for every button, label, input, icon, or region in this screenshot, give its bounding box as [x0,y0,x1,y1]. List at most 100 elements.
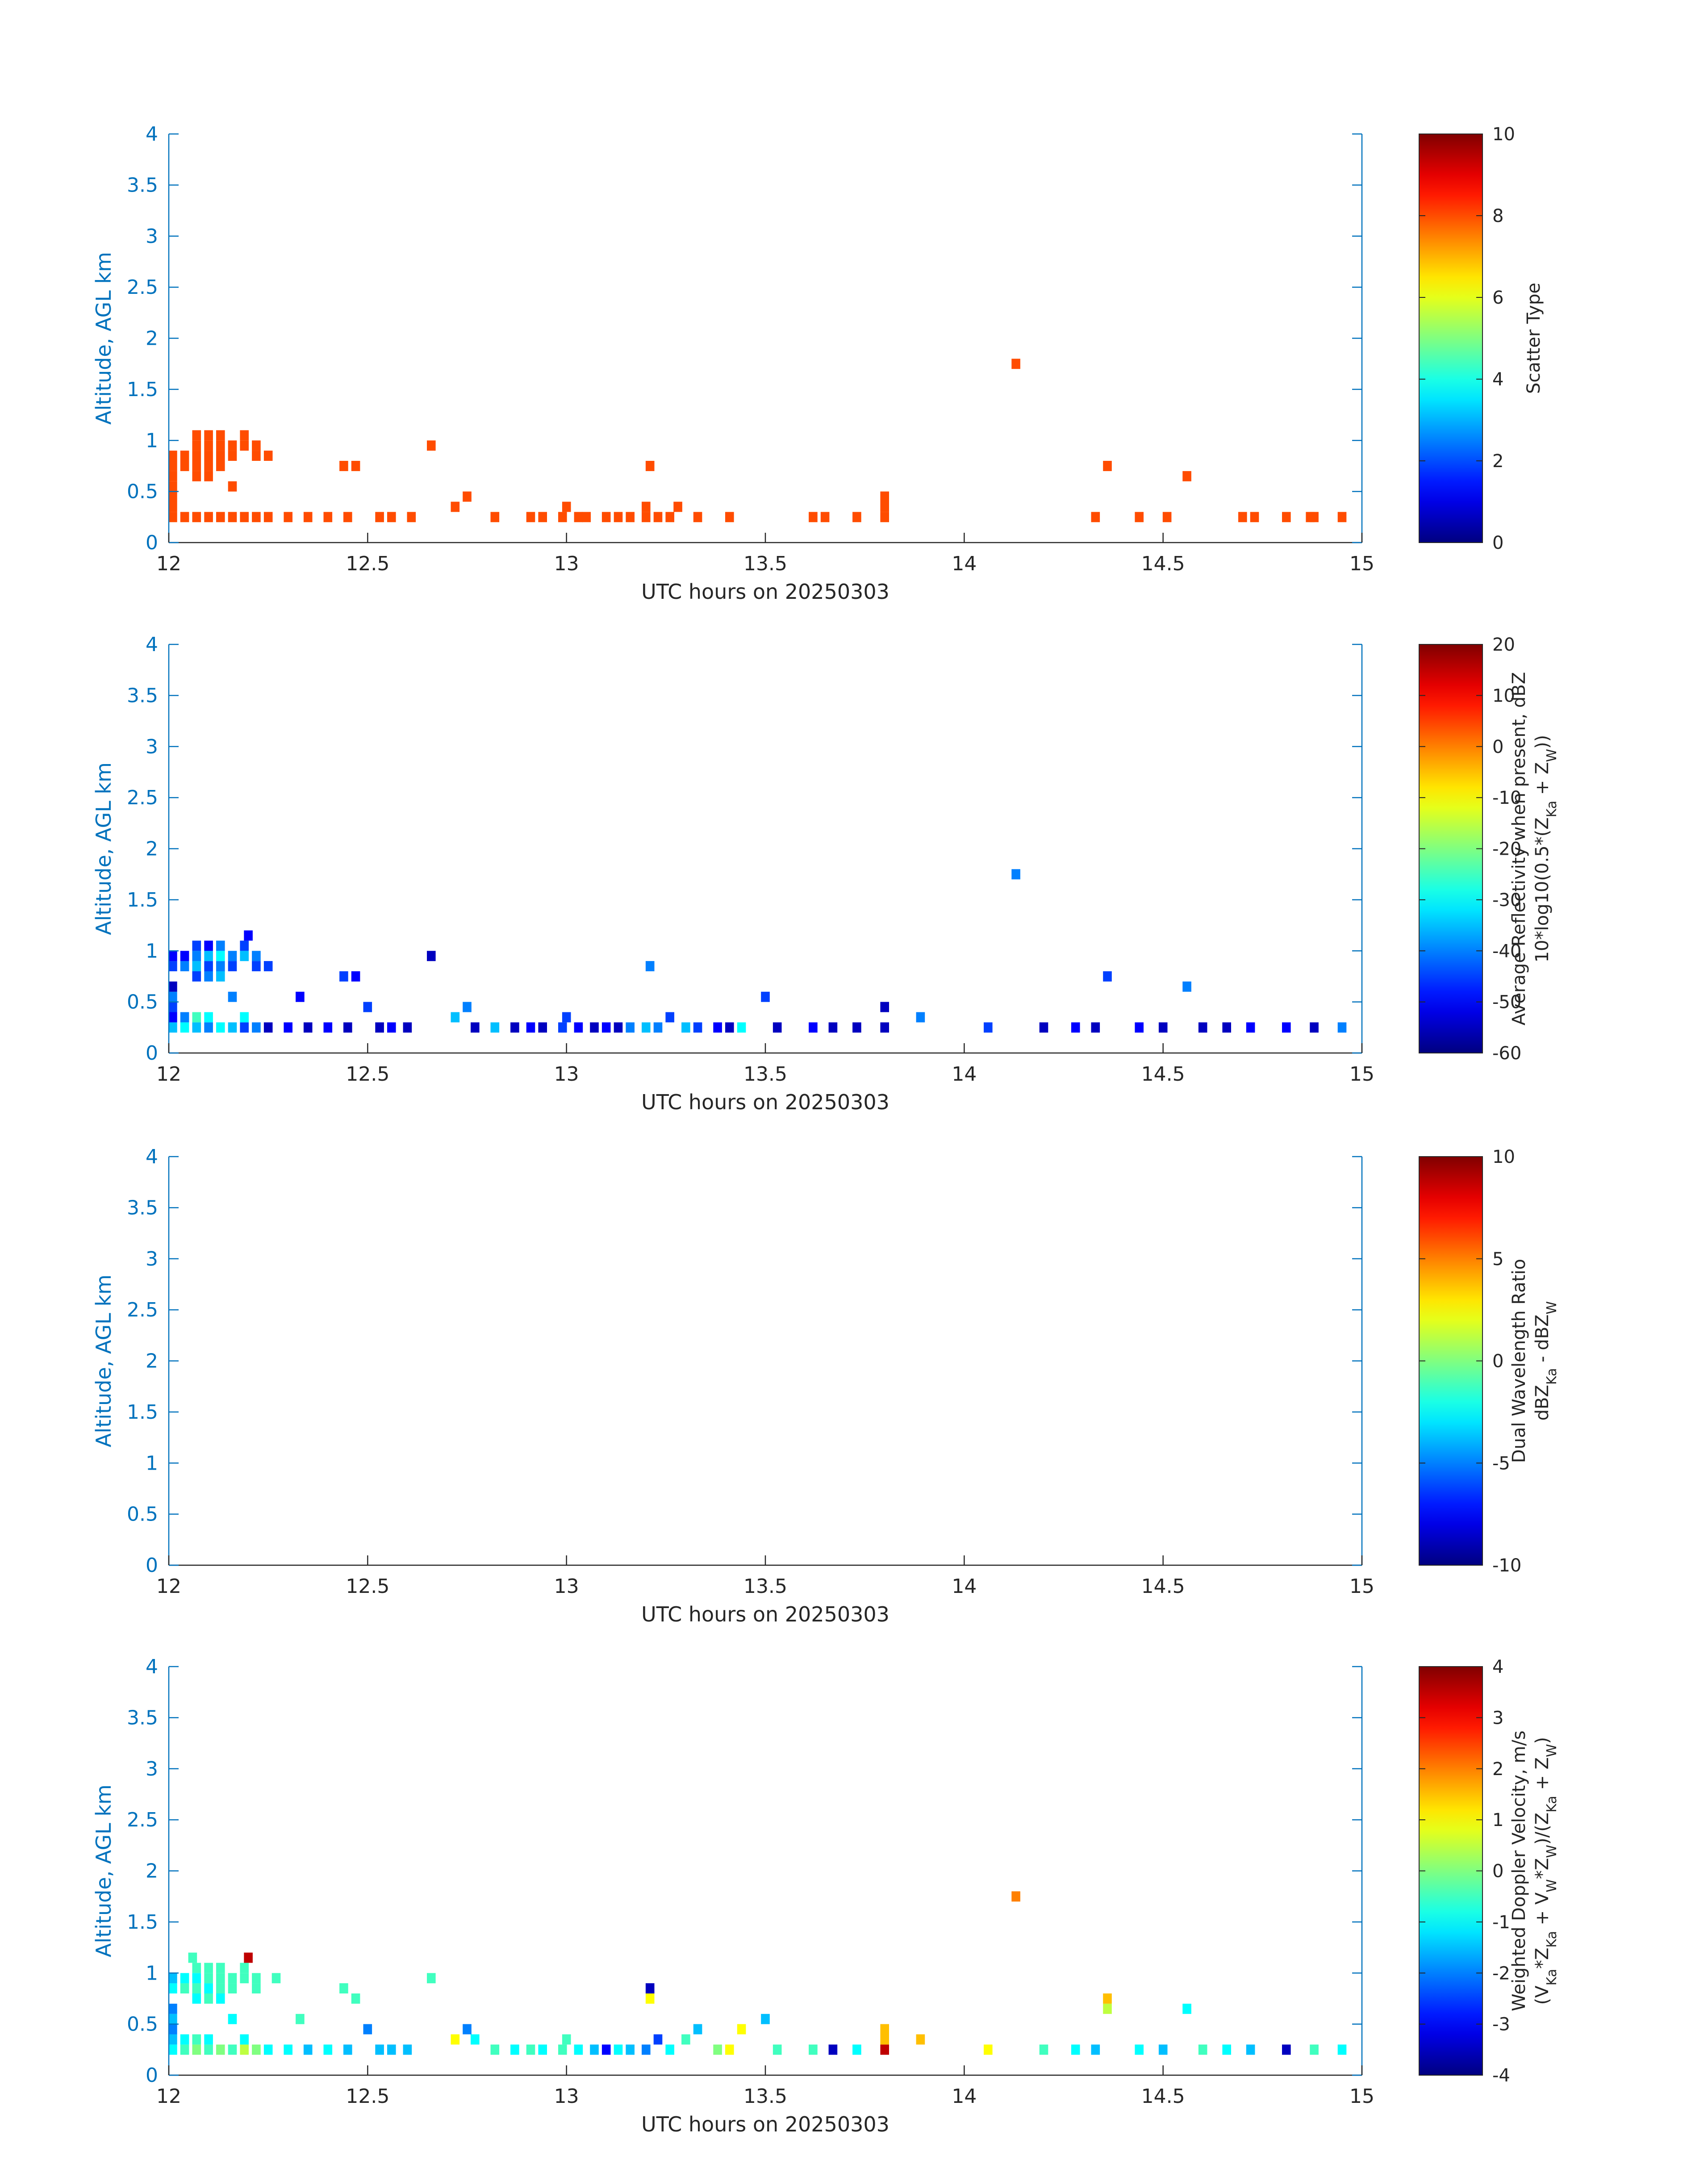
heatmap-cell [263,512,273,522]
y-tick-label: 2 [146,1860,158,1883]
heatmap-cell [192,961,201,971]
heatmap-cell [252,451,261,461]
heatmap-cell [562,1012,571,1023]
colorbar-tick-label: -5 [1492,1453,1510,1474]
heatmap-cell [168,1012,177,1023]
x-tick-label: 12 [156,2085,181,2108]
heatmap-cell [665,1012,674,1023]
heatmap-cell [204,1012,213,1023]
heatmap-cell [601,1022,611,1033]
heatmap-cell [180,1983,189,1993]
heatmap-cell [240,440,249,451]
heatmap-cell [216,461,225,471]
heatmap-cell [407,512,416,522]
heatmap-cell [240,2044,249,2055]
y-tick-label: 0.5 [127,481,158,503]
colorbar-gradient [1419,134,1483,543]
heatmap-cell [1039,2044,1048,2055]
colorbar-tick-label: -40 [1492,941,1521,961]
heatmap-cell [263,451,273,461]
heatmap-cell [653,1022,663,1033]
x-tick-label: 13 [554,1063,579,1086]
heatmap-cell [558,2044,567,2055]
heatmap-cell [323,2044,333,2055]
x-tick-label: 13.5 [743,1575,787,1598]
heatmap-cell [216,1993,225,2004]
y-tick-label: 3.5 [127,1196,158,1219]
heatmap-cell [228,1022,237,1033]
heatmap-cell [1135,512,1144,522]
colorbar-tick-label: -60 [1492,1043,1521,1064]
heatmap-cell [645,1993,655,2004]
heatmap-cell [303,2044,313,2055]
heatmap-cell [240,430,249,441]
heatmap-cell [343,1022,352,1033]
heatmap-cell [252,1022,261,1033]
heatmap-cell [590,1022,599,1033]
heatmap-cell [192,430,201,441]
heatmap-cell [204,2044,213,2055]
heatmap-cell [168,2003,177,2014]
heatmap-cell [192,1983,201,1993]
heatmap-cells [168,869,1347,1033]
y-tick-label: 2 [146,327,158,350]
heatmap-cell [451,2034,460,2045]
heatmap-cell [216,440,225,451]
heatmap-cell [240,512,249,522]
x-tick-label: 13.5 [743,552,787,575]
colorbar-gradient [1419,1156,1483,1566]
y-tick-label: 1 [146,1452,158,1475]
heatmap-cell [471,1022,480,1033]
heatmap-cell [761,991,770,1002]
heatmap-cell [387,2044,396,2055]
heatmap-cell [339,461,348,471]
colorbar-tick-label: 2 [1492,1759,1503,1780]
heatmap-cell [1238,512,1247,522]
heatmap-cell [216,512,225,522]
y-axis-label: Altitude, AGL km [92,1784,116,1957]
heatmap-cell [880,1022,889,1033]
y-tick-label: 3.5 [127,174,158,196]
x-tick-label: 12 [156,1575,181,1598]
heatmap-cell [168,1022,177,1033]
heatmap-cell [526,2044,535,2055]
heatmap-cell [1198,1022,1207,1033]
heatmap-cell [204,2034,213,2045]
heatmap-cell [192,471,201,481]
heatmap-cell [168,1983,177,1993]
heatmap-cell [582,512,591,522]
heatmap-cell [558,512,567,522]
heatmap-cell [427,440,436,451]
heatmap-cell [1162,512,1172,522]
y-tick-label: 2 [146,838,158,861]
heatmap-cell [387,512,396,522]
x-tick-label: 14.5 [1141,2085,1185,2108]
heatmap-cell [713,1022,722,1033]
heatmap-cell [1246,2044,1255,2055]
colorbar-tick-label: -50 [1492,992,1521,1013]
heatmap-cell [192,1993,201,2004]
heatmap-cell [673,501,682,512]
heatmap-cell [180,461,189,471]
heatmap-cell [192,1963,201,1973]
heatmap-cell [427,951,436,961]
heatmap-cell [180,951,189,961]
colorbar-gradient [1419,1666,1483,2076]
heatmap-cell [1091,512,1100,522]
heatmap-cell [1282,2044,1291,2055]
heatmap-cell [363,2024,372,2035]
heatmap-cell [343,512,352,522]
heatmap-cell [228,991,237,1002]
colorbar-tick-label: -2 [1492,1963,1510,1984]
heatmap-cell [614,1022,623,1033]
heatmap-cell [204,1993,213,2004]
heatmap-cell [490,2044,500,2055]
heatmap-cell [192,461,201,471]
heatmap-cell [192,951,201,961]
heatmap-cell [252,951,261,961]
heatmap-cell [351,1993,360,2004]
heatmap-cell [204,940,213,951]
y-tick-label: 0.5 [127,991,158,1014]
heatmap-cell [180,961,189,971]
heatmap-cell [180,1973,189,1984]
